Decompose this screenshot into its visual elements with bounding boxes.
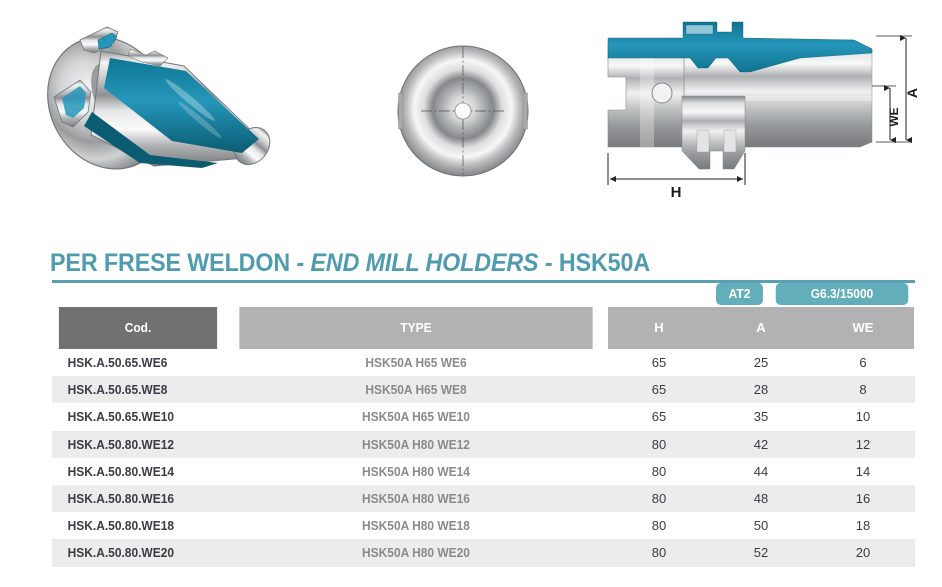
svg-text:A: A (904, 88, 920, 98)
svg-text:H: H (671, 184, 682, 201)
svg-text:WE: WE (887, 107, 901, 126)
